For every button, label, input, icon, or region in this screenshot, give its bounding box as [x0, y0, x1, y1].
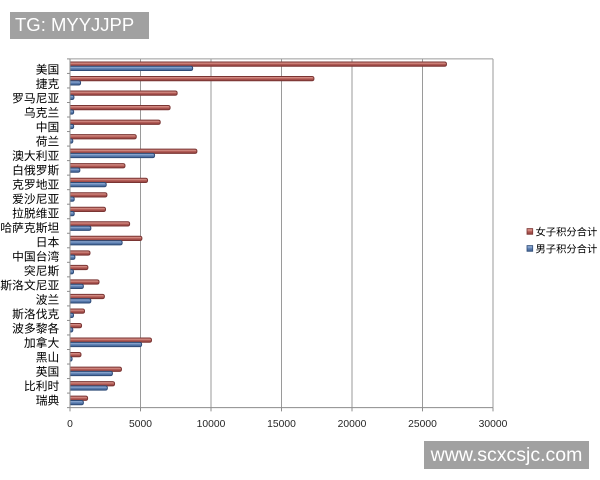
- svg-text:0: 0: [67, 419, 73, 430]
- svg-text:25000: 25000: [408, 419, 437, 430]
- svg-text:20000: 20000: [338, 419, 367, 430]
- svg-text:15000: 15000: [267, 419, 296, 430]
- svg-text:5000: 5000: [129, 419, 152, 430]
- svg-text:10000: 10000: [197, 419, 226, 430]
- svg-text:30000: 30000: [479, 419, 508, 430]
